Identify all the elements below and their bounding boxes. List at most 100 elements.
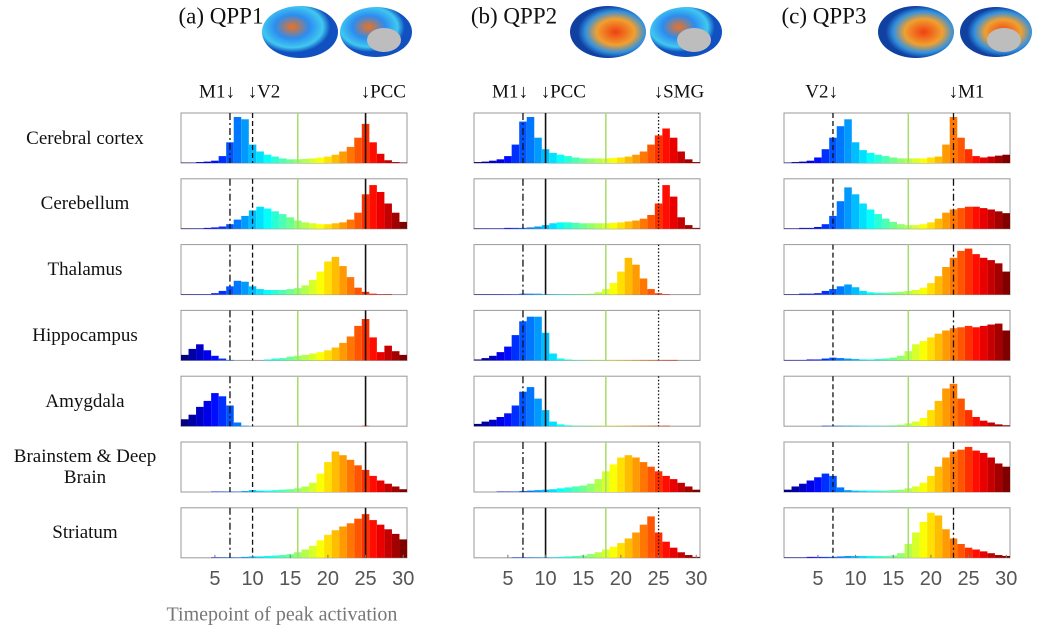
- bar: [609, 157, 618, 163]
- bar: [564, 425, 572, 427]
- bar: [339, 266, 347, 295]
- bar: [897, 489, 905, 492]
- bar: [354, 137, 362, 163]
- bar: [369, 475, 377, 492]
- bar: [579, 223, 587, 229]
- bar: [684, 225, 693, 229]
- bar: [889, 357, 897, 361]
- bar: [677, 151, 685, 163]
- bar: [979, 452, 988, 492]
- bar: [594, 552, 603, 558]
- bar: [979, 551, 988, 558]
- x-tick-label: 5: [812, 568, 823, 590]
- bar: [844, 358, 852, 361]
- bar: [784, 489, 792, 492]
- bar: [286, 356, 294, 361]
- bar: [859, 203, 867, 229]
- bar: [564, 359, 572, 361]
- row-label: Hippocampus: [32, 324, 138, 346]
- x-tick-label: 25: [354, 568, 376, 590]
- bar: [286, 217, 294, 229]
- bar: [814, 157, 822, 163]
- bar: [571, 157, 580, 163]
- bar: [241, 215, 249, 229]
- bar: [609, 283, 618, 295]
- bar: [346, 336, 355, 361]
- bar: [526, 293, 535, 295]
- bar: [881, 358, 890, 361]
- bar: [549, 489, 557, 492]
- bar: [994, 323, 1003, 361]
- bar: [829, 289, 837, 295]
- bar: [354, 518, 362, 558]
- bar: [957, 137, 965, 163]
- bar: [806, 160, 815, 163]
- bar: [957, 327, 965, 361]
- bar: [571, 222, 580, 229]
- bar: [301, 285, 310, 295]
- bar: [919, 224, 928, 229]
- bar: [211, 293, 219, 295]
- row-label: Thalamus: [47, 259, 123, 281]
- bar: [821, 224, 830, 229]
- x-tick-label: 30: [392, 568, 414, 590]
- bar: [821, 358, 830, 361]
- bar: [211, 393, 219, 427]
- bar: [692, 489, 700, 492]
- bar: [1002, 425, 1010, 427]
- bar: [957, 208, 965, 229]
- bar: [256, 556, 264, 558]
- bar: [987, 457, 995, 492]
- x-tick-label: 15: [279, 568, 301, 590]
- bar: [218, 396, 227, 427]
- bar: [346, 459, 355, 492]
- bar: [564, 156, 572, 163]
- bar: [233, 422, 242, 427]
- marker-label: M1↓: [492, 81, 528, 102]
- bar: [556, 556, 565, 558]
- brain-image: [570, 6, 646, 58]
- bar: [866, 359, 875, 361]
- x-axis-label: Timepoint of peak activation: [167, 603, 398, 625]
- x-tick-label: 15: [882, 568, 904, 590]
- x-tick-label: 20: [610, 568, 632, 590]
- bar: [339, 151, 347, 163]
- bar: [654, 532, 663, 558]
- bar: [632, 220, 640, 229]
- bar: [927, 410, 935, 427]
- bar: [263, 359, 272, 361]
- bar: [203, 161, 212, 163]
- bar: [874, 214, 882, 229]
- bar: [889, 157, 897, 163]
- bar: [526, 316, 535, 361]
- bar: [271, 211, 279, 229]
- bar: [647, 466, 655, 492]
- bar: [309, 482, 317, 492]
- bar: [669, 479, 678, 492]
- bar: [919, 417, 928, 427]
- bar: [617, 457, 625, 492]
- bar: [994, 555, 1003, 558]
- bar: [624, 538, 633, 558]
- bar: [897, 424, 905, 427]
- bar: [821, 556, 830, 558]
- bar: [889, 425, 897, 427]
- bar: [821, 290, 830, 295]
- bar: [866, 152, 875, 163]
- bar: [949, 451, 958, 492]
- bar: [526, 387, 535, 427]
- bar: [233, 219, 242, 229]
- bar: [594, 223, 603, 229]
- bar: [881, 555, 890, 558]
- bar: [534, 226, 542, 229]
- bar: [504, 346, 512, 361]
- bar: [399, 539, 407, 558]
- bar: [526, 490, 535, 492]
- bar: [263, 154, 272, 163]
- bar: [934, 400, 943, 427]
- bar: [233, 117, 242, 163]
- x-tick-label: 5: [209, 568, 220, 590]
- bar: [821, 149, 830, 163]
- bar: [912, 532, 920, 558]
- bar: [881, 156, 890, 163]
